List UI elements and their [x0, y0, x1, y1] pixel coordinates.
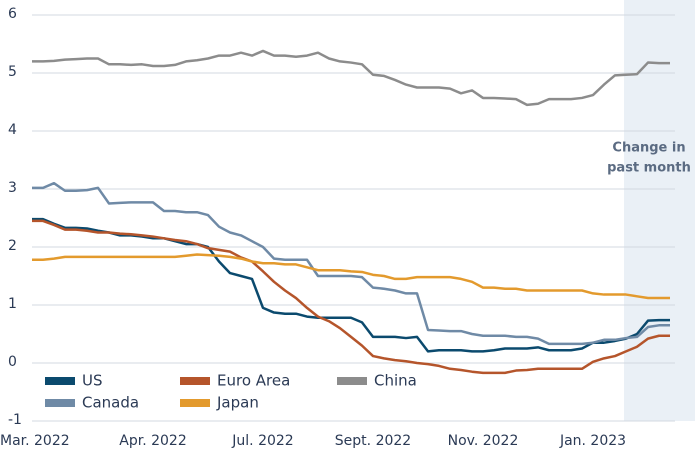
highlight-region	[624, 0, 695, 421]
x-tick-label: Nov. 2022	[448, 433, 519, 449]
legend-label: Euro Area	[217, 372, 290, 390]
y-tick-label: 6	[8, 6, 17, 22]
x-tick-label: Jul. 2022	[231, 433, 293, 449]
legend-swatch	[45, 377, 75, 385]
legend-label: US	[82, 372, 103, 390]
y-tick-label: 1	[8, 296, 17, 312]
annotation: Change in	[612, 141, 685, 156]
y-tick-label: 0	[8, 354, 17, 370]
y-tick-label: 5	[8, 64, 17, 80]
x-tick-label: Mar. 2022	[0, 433, 70, 449]
x-tick-label: Apr. 2022	[119, 433, 186, 449]
series-line	[32, 217, 670, 353]
y-tick-label: -1	[8, 412, 22, 428]
legend-label: China	[374, 372, 417, 390]
y-tick-label: 3	[8, 180, 17, 196]
legend-label: Japan	[216, 394, 259, 412]
legend-swatch	[337, 377, 367, 385]
legend-swatch	[180, 377, 210, 385]
annotation: past month	[607, 161, 691, 176]
y-tick-label: 4	[8, 122, 17, 138]
series-line	[32, 253, 670, 300]
series-line	[32, 219, 670, 375]
series-line	[32, 181, 670, 346]
legend-label: Canada	[82, 394, 139, 412]
legend-swatch	[180, 399, 210, 407]
x-tick-label: Jan. 2023	[559, 433, 626, 449]
y-tick-label: 2	[8, 238, 17, 254]
x-tick-label: Sept. 2022	[335, 433, 411, 449]
legend-swatch	[45, 399, 75, 407]
series-line	[32, 49, 670, 107]
